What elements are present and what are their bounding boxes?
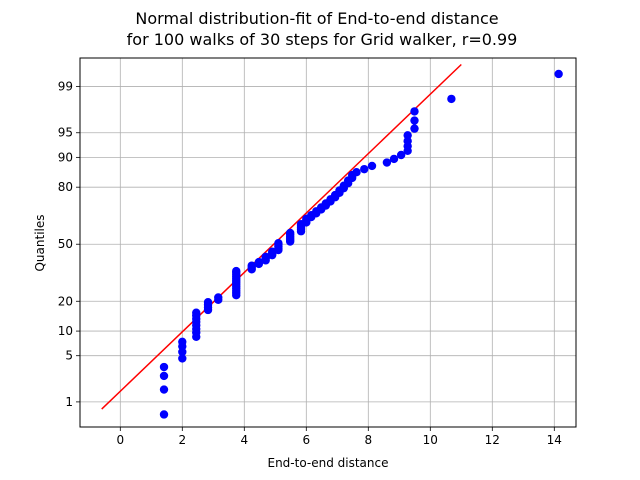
- y-tick-label: 5: [65, 349, 73, 363]
- x-tick-label: 6: [302, 433, 310, 447]
- data-point: [410, 124, 419, 133]
- fit-line: [101, 63, 462, 410]
- data-point: [554, 69, 563, 79]
- y-axis-label: Quantiles: [33, 214, 47, 271]
- data-point: [285, 228, 295, 238]
- data-point: [261, 252, 270, 262]
- points-layer: [159, 69, 563, 419]
- data-point: [367, 161, 377, 171]
- data-point: [447, 94, 456, 104]
- data-point: [178, 337, 187, 346]
- data-point: [159, 371, 169, 381]
- data-point: [382, 158, 392, 167]
- y-tick-label: 20: [58, 294, 73, 308]
- x-tick-label: 4: [240, 433, 248, 447]
- chart-title-line1: Normal distribution-fit of End-to-end di…: [135, 9, 498, 28]
- y-tick-label: 90: [58, 150, 73, 164]
- x-tick-label: 0: [116, 433, 124, 447]
- grid-layer: [80, 58, 576, 427]
- data-point: [274, 239, 283, 248]
- data-point: [254, 257, 264, 267]
- data-point: [159, 385, 169, 394]
- data-point: [159, 362, 169, 372]
- x-tick-label: 2: [178, 433, 186, 447]
- x-tick-label: 12: [485, 433, 500, 447]
- data-point: [232, 266, 241, 276]
- y-tick-label: 95: [58, 126, 73, 140]
- x-tick-label: 14: [547, 433, 562, 447]
- data-point: [360, 164, 369, 174]
- x-axis-label: End-to-end distance: [267, 456, 388, 470]
- x-tick-label: 8: [364, 433, 372, 447]
- y-tick-label: 50: [58, 237, 73, 251]
- x-tick-label: 10: [423, 433, 438, 447]
- ticks-layer: 0 2 4 6 8 10 12 14 1 5 10 20 50 80 90 95 99: [58, 80, 562, 447]
- data-point: [203, 298, 213, 307]
- fit-line-layer: [101, 63, 462, 410]
- axes-frame: [79, 57, 577, 428]
- y-tick-label: 1: [65, 395, 73, 409]
- y-tick-label: 80: [58, 180, 73, 194]
- data-point: [410, 107, 419, 116]
- data-point: [403, 136, 412, 146]
- data-point: [247, 261, 256, 270]
- data-point: [352, 168, 361, 177]
- data-point: [178, 354, 187, 363]
- chart-title-line2: for 100 walks of 30 steps for Grid walke…: [127, 30, 518, 49]
- data-point: [214, 293, 223, 302]
- y-tick-label: 10: [58, 324, 73, 338]
- data-point: [396, 150, 406, 160]
- data-point: [192, 308, 201, 317]
- data-point: [389, 154, 399, 164]
- data-point: [410, 116, 419, 125]
- data-point: [403, 131, 412, 140]
- data-point: [159, 410, 169, 419]
- y-tick-label: 99: [58, 80, 73, 94]
